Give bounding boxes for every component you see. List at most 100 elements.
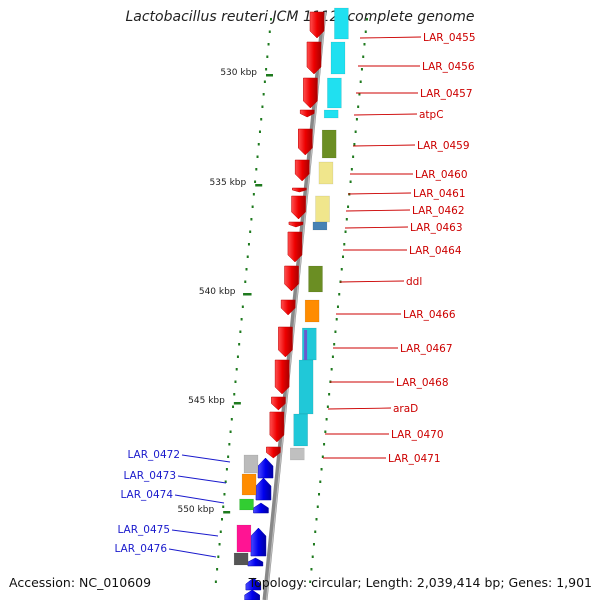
tick-mark [345,218,348,221]
gene-label-left: LAR_0472 [127,449,180,461]
gene-label-right: LAR_0457 [420,88,473,100]
backbone-highlight [265,11,327,600]
forward-gene-arrow [266,446,281,459]
tick-mark [227,455,230,458]
tick-mark [235,368,238,371]
tick-mark [251,205,254,208]
tick-mark [360,68,363,71]
forward-gene-arrow [287,231,303,263]
tick-mark [340,268,343,271]
scale-major-tick [244,293,252,296]
tick-mark [336,305,339,308]
tick-mark [364,30,367,33]
forward-gene-arrow [288,221,304,228]
tick-mark [343,243,346,246]
label-leader-line [339,280,405,283]
category-block [298,359,314,415]
left-gene-labels: LAR_0472 LAR_0473 LAR_0474 LAR_0475 LAR_0476 [114,449,231,558]
tick-mark [246,255,249,258]
category-block [239,498,254,511]
label-leader-line [181,454,231,463]
tick-mark [324,430,327,433]
tick-mark [241,305,244,308]
tick-mark [265,68,268,71]
tick-mark [244,280,247,283]
category-blocks [233,7,349,566]
scale-label: 530 kbp [220,68,257,78]
tick-mark [328,393,331,396]
tick-mark [352,155,355,158]
tick-mark [255,168,258,171]
label-leader-line [353,113,418,116]
reverse-gene-arrow [250,527,267,557]
reverse-gene-arrow [244,589,260,600]
tick-mark [312,543,315,546]
tick-mark [230,418,233,421]
tick-mark [222,505,225,508]
tick-mark [250,218,253,221]
tick-mark [362,55,365,58]
tick-mark [270,18,272,21]
category-block [233,552,249,566]
tick-mark [311,555,314,558]
gene-label-right: ddl [406,276,422,288]
tick-mark [218,543,221,546]
tick-mark [354,130,357,133]
label-leader-line [174,494,225,504]
category-block [315,195,330,223]
reverse-gene-arrow [247,557,264,567]
tick-mark [217,555,220,558]
scale-major-tick [255,184,263,187]
scale-labels: 530 kbp 535 kbp 540 kbp 545 kbp 550 kbp [177,68,273,515]
scale-major-tick [223,511,231,514]
tick-mark [224,480,227,483]
scale-major-tick [266,74,273,77]
category-block [290,447,305,461]
gene-label-right: LAR_0456 [422,61,475,73]
scale-label: 535 kbp [210,178,247,188]
tick-mark [349,180,352,183]
forward-gene-arrow [284,265,299,292]
reverse-gene-arrow [253,502,269,514]
gene-label-left: LAR_0474 [120,489,173,501]
category-block-stripe [304,330,308,360]
gene-label-right: LAR_0467 [400,343,453,355]
category-block [243,454,259,474]
tick-mark [245,268,248,271]
tick-mark [238,343,241,346]
forward-gene-arrow [303,77,318,109]
forward-gene-arrow [299,109,315,118]
tick-mark [268,30,271,33]
forward-gene-arrow [298,128,313,156]
tick-mark [214,580,217,583]
tick-mark [366,18,368,21]
gene-label-right: LAR_0455 [423,32,476,44]
tick-mark [261,105,264,108]
tick-mark [239,330,242,333]
label-leader-line [171,529,219,537]
tick-mark [363,43,366,46]
tick-mark [260,118,263,121]
gene-label-right: LAR_0466 [403,309,456,321]
label-leader-line [347,192,412,195]
tick-mark [323,443,326,446]
tick-mark [263,80,266,83]
tick-mark [262,93,265,96]
gene-label-right: LAR_0470 [391,429,444,441]
forward-gene-arrow [306,41,322,75]
forward-gene-arrow [309,11,325,39]
gene-label-right: LAR_0463 [410,222,463,234]
reverse-gene-arrow [257,457,274,479]
genome-title: Lactobacillus reuteri JCM 1112, complete… [125,9,475,25]
tick-mark [325,418,328,421]
scale-label: 540 kbp [199,287,236,297]
tick-mark [310,568,313,571]
label-leader-line [168,548,217,558]
tick-mark [338,293,341,296]
forward-genes [266,11,325,459]
gene-label-left: LAR_0476 [114,543,167,555]
accession-text: Accession: NC_010609 [9,575,152,590]
category-block [236,524,252,553]
